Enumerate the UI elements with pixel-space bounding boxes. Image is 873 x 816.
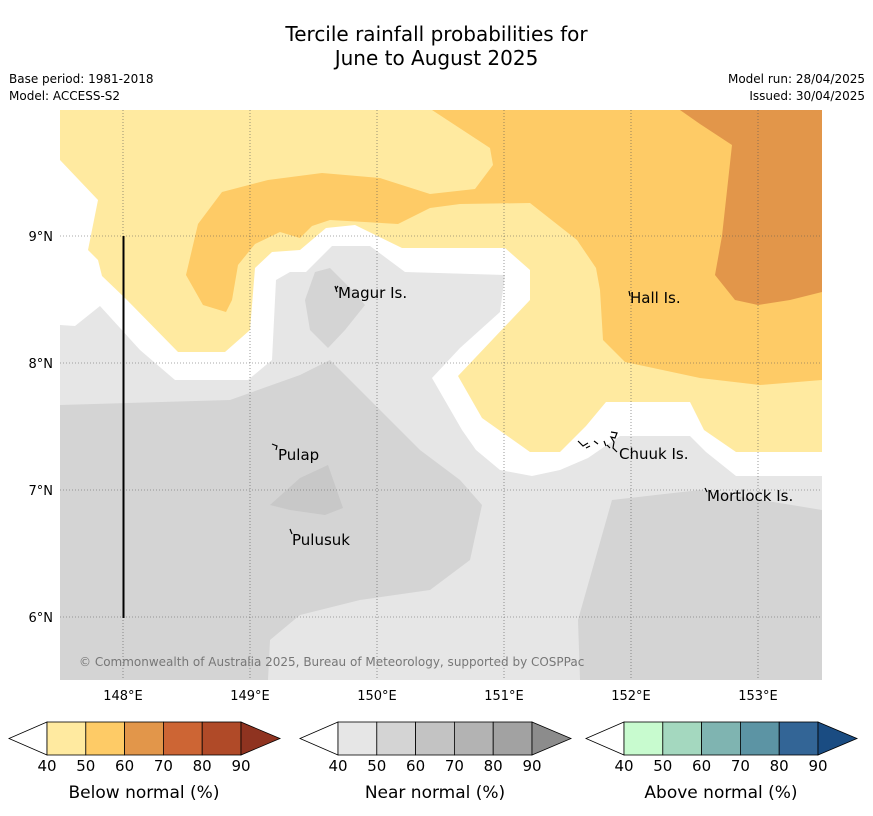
colorbar-1: 40 50 60 70 80 90 Below normal (%) [7, 721, 282, 803]
mortlock-island-icon [704, 487, 708, 493]
probability-field: Magur Is. Hall Is. Pulap Chuuk Is. Mortl… [60, 110, 822, 680]
lon-tick: 150°E [357, 689, 397, 704]
colorbar-under-triangle [298, 721, 339, 756]
lon-tick: 153°E [738, 689, 778, 704]
title-line-2: June to August 2025 [334, 46, 539, 70]
place-label-hall: Hall Is. [630, 289, 681, 307]
pulap-island-icon [271, 443, 278, 451]
colorbar-tick-label: 90 [231, 757, 250, 775]
island-outlines [271, 285, 708, 535]
colorbar-tick-label: 80 [193, 757, 212, 775]
lon-axis: 148°E 149°E 150°E 151°E 152°E 153°E [103, 689, 778, 704]
colorbar-cell [415, 721, 455, 756]
lat-tick: 7°N [29, 484, 54, 499]
colorbar-title: Near normal (%) [365, 783, 505, 803]
colorbar-cell [85, 721, 126, 756]
model-run: Model run: 28/04/2025 [727, 72, 865, 86]
lon-tick: 149°E [230, 689, 270, 704]
near-normal-50-region-west [60, 360, 482, 680]
colorbar-cell [662, 721, 702, 756]
colorbar-cell [453, 721, 494, 756]
colorbar-tick-label: 40 [37, 757, 56, 775]
colorbar-tick-label: 90 [808, 757, 827, 775]
colorbar-cell [778, 721, 819, 756]
colorbar-over-triangle [817, 721, 859, 756]
lon-tick: 151°E [484, 689, 524, 704]
colorbar-tick-label: 70 [445, 757, 464, 775]
place-label-magur: Magur Is. [338, 284, 407, 302]
colorbar-tick-label: 40 [614, 757, 633, 775]
colorbar-legends: 40 50 60 70 80 90 Below normal (%) 40 50 60 70 80 90… [7, 721, 859, 803]
colorbar-cell [46, 721, 87, 756]
near-normal-50-region-east [578, 490, 822, 680]
colorbar-tick-label: 70 [731, 757, 750, 775]
colorbar-over-triangle [240, 721, 282, 756]
colorbar-under-triangle [584, 721, 625, 756]
lat-tick: 9°N [29, 230, 54, 245]
base-period: Base period: 1981-2018 [9, 72, 154, 86]
colorbar-tick-label: 50 [367, 757, 386, 775]
pulusuk-island-icon [289, 528, 293, 535]
colorbar-cell [337, 721, 378, 756]
chuuk-islands-icon [577, 431, 618, 453]
colorbar-tick-label: 60 [115, 757, 134, 775]
place-label-mortlock: Mortlock Is. [707, 487, 793, 505]
magur-island-icon [334, 285, 339, 293]
colorbar-over-triangle [531, 721, 573, 756]
map-title: Tercile rainfall probabilities for June … [0, 22, 873, 70]
lat-axis: 9°N 8°N 7°N 6°N [29, 230, 54, 626]
colorbar-cell [701, 721, 741, 756]
below-normal-60-region [680, 110, 822, 305]
colorbar-title: Above normal (%) [644, 783, 797, 803]
colorbar-2: 40 50 60 70 80 90 Near normal (%) [298, 721, 573, 803]
colorbar-under-triangle [7, 721, 48, 756]
lat-tick: 8°N [29, 357, 54, 372]
below-normal-50-region [186, 110, 822, 385]
hall-island-icon [628, 290, 631, 297]
colorbar-cell [492, 721, 533, 756]
near-normal-50-region-magur [305, 268, 365, 348]
colorbar-cell [162, 721, 203, 756]
place-label-pulusuk: Pulusuk [292, 531, 350, 549]
title-line-1: Tercile rainfall probabilities for [285, 22, 588, 46]
colorbar-cell [201, 721, 242, 756]
model-name: Model: ACCESS-S2 [9, 89, 121, 103]
colorbar-cell [740, 721, 780, 756]
place-label-chuuk: Chuuk Is. [619, 445, 688, 463]
colorbar-tick-label: 90 [522, 757, 541, 775]
colorbar-cell [124, 721, 164, 756]
lat-tick: 6°N [29, 611, 54, 626]
colorbar-cell [376, 721, 416, 756]
colorbar-tick-label: 50 [76, 757, 95, 775]
colorbar-tick-label: 70 [154, 757, 173, 775]
place-label-pulap: Pulap [278, 446, 319, 464]
colorbar-cell [623, 721, 664, 756]
colorbar-3: 40 50 60 70 80 90 Above normal (%) [584, 721, 859, 803]
colorbar-tick-label: 80 [484, 757, 503, 775]
issued-date: Issued: 30/04/2025 [749, 89, 865, 103]
colorbar-title: Below normal (%) [69, 783, 220, 803]
copyright-notice: © Commonwealth of Australia 2025, Bureau… [79, 655, 584, 669]
colorbar-tick-label: 60 [406, 757, 425, 775]
colorbar-tick-label: 50 [653, 757, 672, 775]
lon-tick: 152°E [611, 689, 651, 704]
meta-right: Model run: 28/04/2025 Issued: 30/04/2025 [728, 71, 865, 105]
colorbar-tick-label: 60 [692, 757, 711, 775]
lon-tick: 148°E [103, 689, 143, 704]
colorbar-tick-label: 80 [770, 757, 789, 775]
colorbar-tick-label: 40 [328, 757, 347, 775]
meta-left: Base period: 1981-2018 Model: ACCESS-S2 [9, 71, 154, 105]
place-labels: Magur Is. Hall Is. Pulap Chuuk Is. Mortl… [278, 284, 793, 549]
